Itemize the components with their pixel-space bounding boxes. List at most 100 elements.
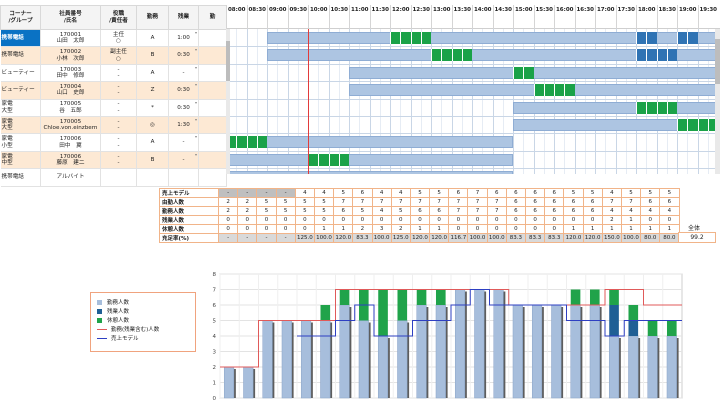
employee-cell[interactable]: 170004 山口 史郎 bbox=[40, 81, 101, 100]
break-bar[interactable] bbox=[589, 289, 600, 306]
break-block[interactable] bbox=[410, 32, 421, 44]
shift-cell[interactable]: Z bbox=[136, 81, 169, 100]
break-block[interactable] bbox=[390, 32, 401, 44]
break-block[interactable] bbox=[451, 49, 462, 62]
work-bar[interactable] bbox=[243, 366, 254, 399]
break-bar[interactable] bbox=[378, 289, 388, 337]
shift-bar[interactable] bbox=[226, 171, 513, 174]
overtime-block[interactable] bbox=[687, 32, 698, 44]
break-block[interactable] bbox=[523, 66, 534, 79]
overtime-cell[interactable]: 0:30 ▾ bbox=[168, 81, 199, 100]
break-block[interactable] bbox=[646, 101, 657, 114]
work-bar[interactable] bbox=[647, 335, 658, 399]
break-block[interactable] bbox=[666, 101, 677, 114]
work-bar[interactable] bbox=[589, 304, 600, 399]
corner-cell[interactable]: ビューティー bbox=[0, 64, 41, 83]
overtime-block[interactable] bbox=[636, 32, 647, 44]
break-block[interactable] bbox=[564, 84, 575, 97]
work-bar[interactable] bbox=[608, 335, 620, 399]
employee-cell[interactable]: 170003 田中 修郎 bbox=[40, 64, 101, 83]
shift-cell[interactable]: A bbox=[136, 29, 169, 48]
work-bar[interactable] bbox=[512, 304, 523, 399]
employee-row[interactable]: 携帯電話 170001 山田 太郎 主任 ○ A 1:00 ▾ bbox=[0, 29, 227, 48]
break-bar[interactable] bbox=[435, 289, 446, 306]
work-bar[interactable] bbox=[454, 289, 466, 399]
employee-cell[interactable]: 170006 藤原 建二 bbox=[40, 151, 101, 170]
employee-cell[interactable]: 170005 谷 五郎 bbox=[40, 99, 101, 117]
overtime-block[interactable] bbox=[677, 32, 688, 44]
scrollbar-thumb[interactable] bbox=[226, 41, 230, 81]
work-bar[interactable] bbox=[628, 335, 639, 399]
break-block[interactable] bbox=[554, 84, 565, 97]
break-block[interactable] bbox=[707, 119, 718, 131]
work-bar[interactable] bbox=[320, 320, 331, 399]
work-bar[interactable] bbox=[397, 320, 408, 399]
break-block[interactable] bbox=[431, 49, 442, 62]
scrollbar-thumb[interactable] bbox=[715, 39, 720, 84]
work-bar[interactable] bbox=[474, 289, 485, 399]
break-block[interactable] bbox=[543, 84, 554, 97]
employee-row[interactable]: 家電 大型 170005 谷 五郎 - - * 0:30 ▾ bbox=[0, 99, 227, 117]
shift-cell[interactable]: * bbox=[136, 99, 169, 117]
overtime-block[interactable] bbox=[646, 32, 657, 44]
work-bar[interactable] bbox=[435, 304, 446, 399]
dropdown-marker-icon[interactable]: ▾ bbox=[194, 82, 197, 88]
dropdown-marker-icon[interactable]: ▾ bbox=[194, 47, 197, 53]
break-bar[interactable] bbox=[397, 289, 408, 321]
shift-cell[interactable]: ◎ bbox=[136, 116, 169, 135]
break-block[interactable] bbox=[461, 49, 472, 62]
break-bar[interactable] bbox=[416, 289, 427, 306]
break-block[interactable] bbox=[697, 119, 708, 131]
break-bar[interactable] bbox=[570, 289, 581, 306]
overtime-cell[interactable]: - ▾ bbox=[168, 133, 199, 152]
break-block[interactable] bbox=[256, 136, 267, 149]
corner-cell[interactable]: 携帯電話 bbox=[0, 46, 41, 65]
break-bar[interactable] bbox=[666, 320, 677, 337]
work-bar[interactable] bbox=[377, 335, 389, 399]
right-vertical-scrollbar[interactable] bbox=[715, 29, 720, 174]
overtime-bar[interactable] bbox=[628, 320, 639, 337]
employee-cell[interactable]: 170006 田中 翼 bbox=[40, 133, 101, 152]
corner-cell[interactable]: ビューティー bbox=[0, 81, 41, 100]
break-block[interactable] bbox=[533, 84, 544, 97]
overtime-cell[interactable]: 0:30 ▾ bbox=[168, 99, 199, 117]
dropdown-marker-icon[interactable]: ▾ bbox=[194, 64, 197, 70]
work-bar[interactable] bbox=[416, 304, 427, 399]
work-bar[interactable] bbox=[281, 320, 292, 399]
employee-cell[interactable]: 170005 Chloe.von.einzbern bbox=[40, 116, 101, 135]
employee-cell[interactable]: 170002 小林 次郎 bbox=[40, 46, 101, 65]
overtime-block[interactable] bbox=[646, 49, 657, 62]
break-bar[interactable] bbox=[339, 289, 350, 306]
overtime-cell[interactable] bbox=[168, 168, 199, 187]
employee-row[interactable]: ビューティー 170004 山口 史郎 - - Z 0:30 ▾ bbox=[0, 81, 227, 100]
overtime-block[interactable] bbox=[656, 49, 667, 62]
break-block[interactable] bbox=[400, 32, 411, 44]
break-block[interactable] bbox=[338, 153, 349, 166]
employee-cell[interactable]: 170001 山田 太郎 bbox=[40, 29, 101, 48]
break-block[interactable] bbox=[328, 153, 339, 166]
corner-cell[interactable]: 携帯電話 bbox=[0, 29, 41, 48]
corner-cell[interactable]: 家電 小型 bbox=[0, 133, 41, 152]
break-bar[interactable] bbox=[609, 289, 619, 306]
overtime-cell[interactable]: - ▾ bbox=[168, 64, 199, 83]
break-block[interactable] bbox=[513, 66, 524, 79]
employee-row[interactable]: 携帯電話 アルバイト bbox=[0, 168, 227, 187]
work-bar[interactable] bbox=[666, 335, 677, 399]
employee-row[interactable]: 携帯電話 170002 小林 次郎 副主任 ○ B 0:30 ▾ bbox=[0, 46, 227, 65]
work-bar[interactable] bbox=[262, 320, 273, 399]
overtime-block[interactable] bbox=[636, 49, 647, 62]
shift-bar[interactable] bbox=[513, 101, 718, 114]
dropdown-marker-icon[interactable]: ▾ bbox=[194, 134, 197, 140]
timeline-vertical-scrollbar[interactable] bbox=[226, 29, 230, 174]
break-block[interactable] bbox=[420, 32, 431, 44]
dropdown-marker-icon[interactable]: ▾ bbox=[194, 116, 197, 122]
shift-bar[interactable] bbox=[226, 136, 513, 149]
work-bar[interactable] bbox=[358, 320, 369, 399]
break-block[interactable] bbox=[687, 119, 698, 131]
break-bar[interactable] bbox=[647, 320, 658, 337]
employee-cell[interactable]: アルバイト bbox=[40, 168, 101, 187]
dropdown-marker-icon[interactable]: ▾ bbox=[194, 99, 197, 105]
work-bar[interactable] bbox=[223, 366, 235, 399]
work-bar[interactable] bbox=[531, 304, 543, 399]
break-bar[interactable] bbox=[628, 305, 639, 321]
